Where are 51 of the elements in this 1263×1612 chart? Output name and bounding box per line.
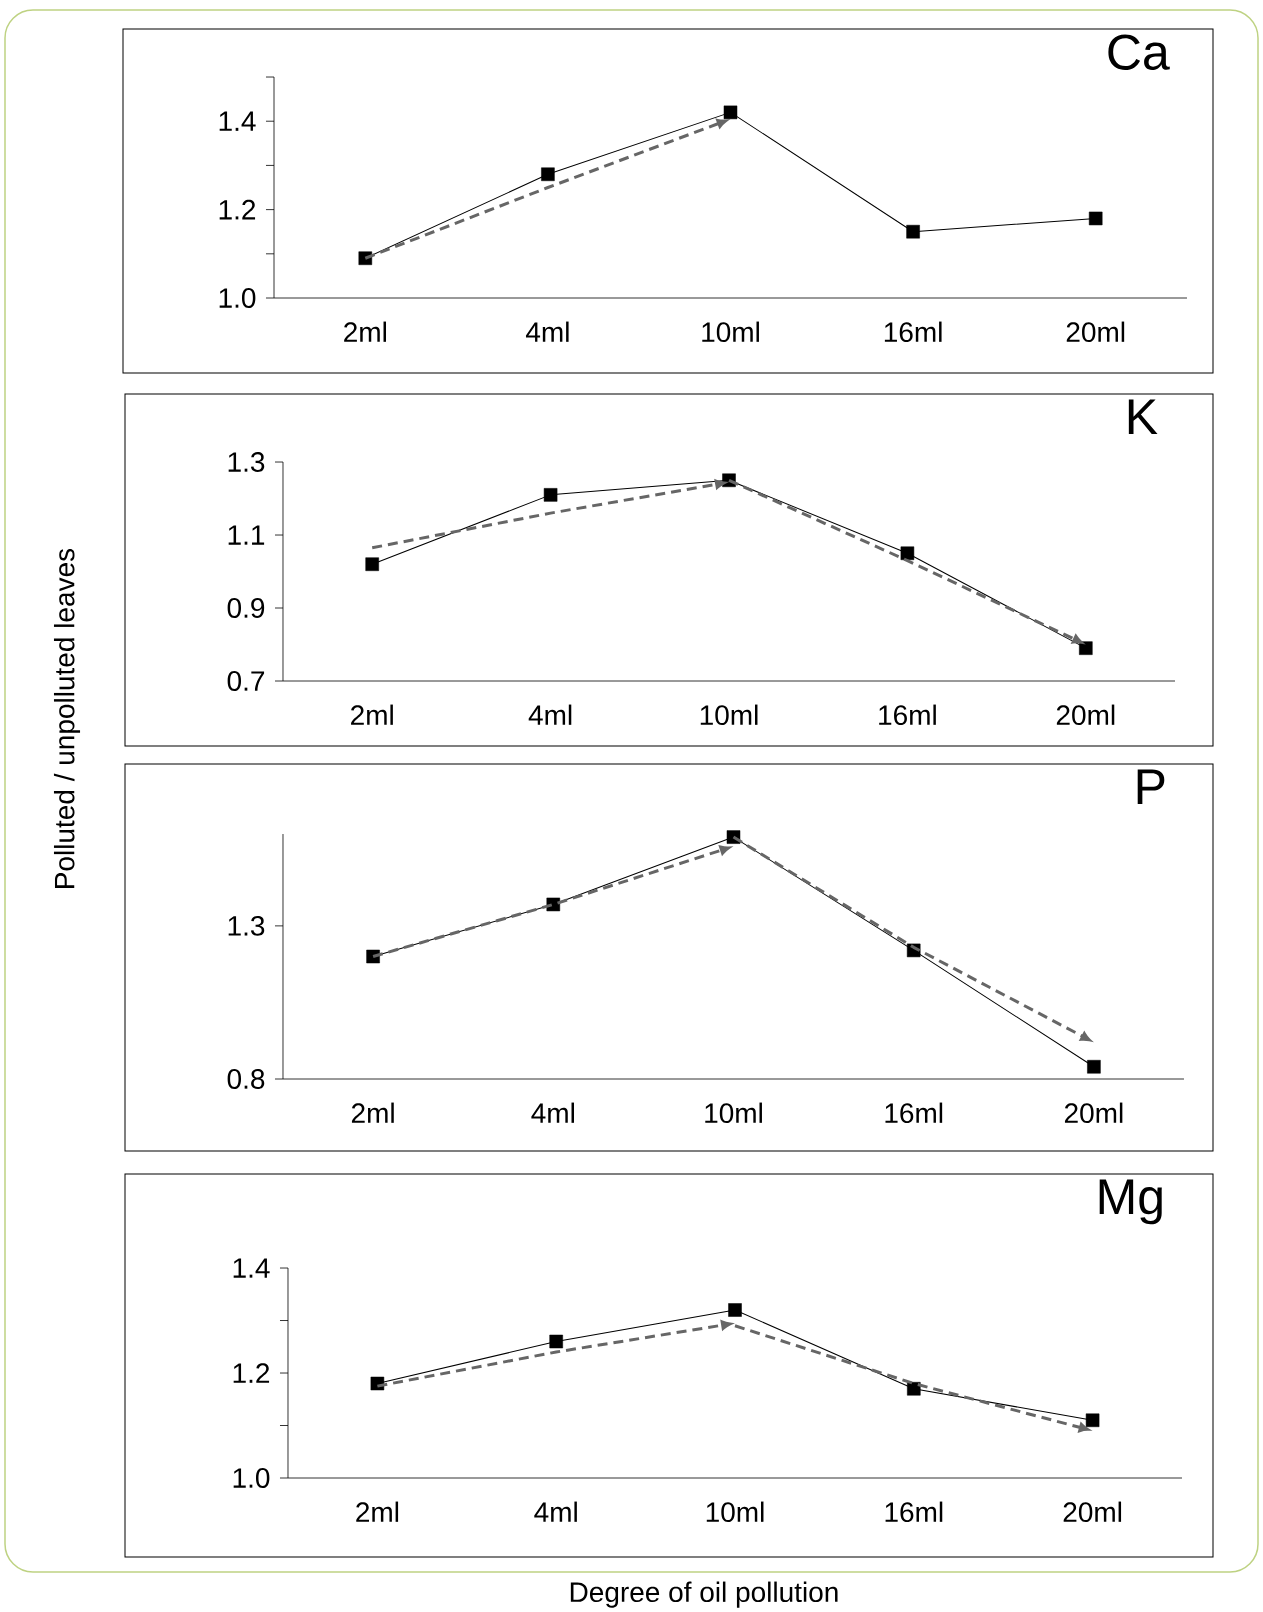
x-tick-label: 10ml <box>702 321 759 343</box>
x-tick-label: 2ml <box>351 704 393 725</box>
x-tick-label: 4ml <box>534 1501 577 1522</box>
y-tick-label: 1.0 <box>219 288 256 308</box>
x-tick-label: 2ml <box>344 321 386 342</box>
point <box>900 546 915 561</box>
x-tick-label: 10ml <box>706 1501 764 1523</box>
point <box>541 167 555 182</box>
point <box>906 224 920 239</box>
x-tick-label: 4ml <box>528 704 572 725</box>
y-tick-label: 1.3 <box>228 452 265 472</box>
y-tick-label: 1.3 <box>228 915 265 936</box>
chart-title: P <box>1137 769 1165 804</box>
x-tick-label: 2ml <box>356 1501 399 1522</box>
x-tick-label: 16ml <box>885 1501 943 1523</box>
point <box>543 488 558 502</box>
chart-title: K <box>1128 399 1158 434</box>
y-tick-label: 1.1 <box>228 525 265 545</box>
y-axis-title: Polluted / unpolluted leaves <box>53 548 81 888</box>
y-tick-label: 1.2 <box>219 199 256 220</box>
y-tick-label: 1.2 <box>233 1363 270 1383</box>
x-tick-label: 16ml <box>879 704 936 726</box>
point <box>365 557 379 571</box>
x-tick-label: 20ml <box>1063 1501 1122 1523</box>
x-tick-label: 16ml <box>884 321 942 343</box>
point <box>728 1303 742 1317</box>
x-tick-label: 10ml <box>705 1102 762 1124</box>
y-tick-label: 0.7 <box>227 671 265 691</box>
y-tick-label: 1.4 <box>219 111 256 131</box>
y-tick-label: 0.9 <box>227 598 265 618</box>
y-tick-label: 1.4 <box>233 1258 270 1278</box>
chart-title: Ca <box>1108 34 1170 70</box>
y-tick-label: 1.0 <box>233 1468 270 1488</box>
point <box>723 105 738 120</box>
point <box>1087 1060 1101 1074</box>
x-tick-label: 16ml <box>885 1102 943 1124</box>
x-tick-label: 4ml <box>531 1102 574 1123</box>
y-tick-label: 0.8 <box>227 1069 265 1089</box>
x-tick-label: 20ml <box>1064 1102 1123 1124</box>
point <box>549 1334 563 1349</box>
x-tick-label: 20ml <box>1056 704 1115 726</box>
x-axis-title: Degree of oil pollution <box>570 1581 838 1608</box>
x-tick-label: 4ml <box>525 321 569 342</box>
point <box>1079 641 1093 655</box>
point <box>1088 211 1103 226</box>
x-tick-label: 10ml <box>700 704 758 726</box>
point <box>907 1382 921 1396</box>
x-tick-label: 20ml <box>1066 321 1125 343</box>
chart-title: Mg <box>1099 1179 1162 1225</box>
point <box>1085 1413 1100 1428</box>
x-tick-label: 2ml <box>351 1102 394 1123</box>
